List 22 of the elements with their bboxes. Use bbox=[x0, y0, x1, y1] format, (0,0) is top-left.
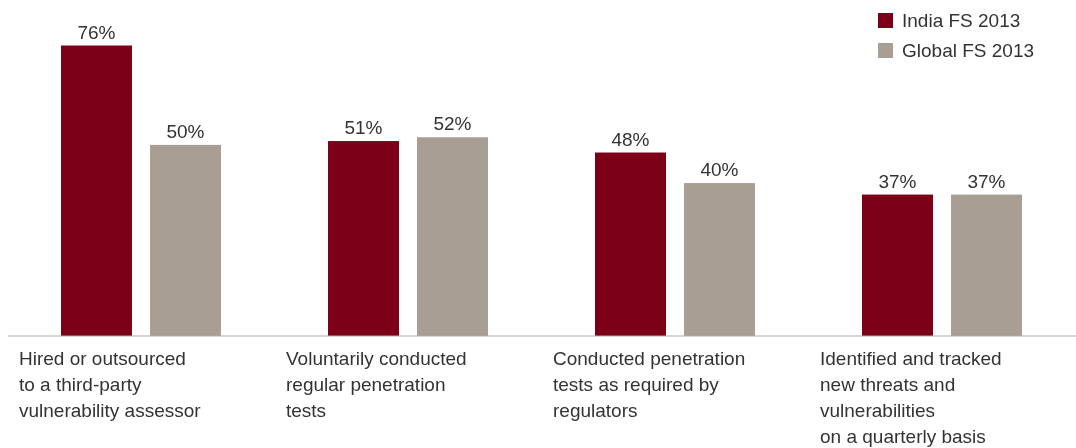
bar bbox=[595, 152, 666, 336]
bar bbox=[417, 137, 488, 336]
bar bbox=[951, 194, 1022, 336]
data-label: 50% bbox=[166, 120, 205, 142]
data-label: 37% bbox=[878, 170, 917, 192]
bar bbox=[328, 141, 399, 336]
bar bbox=[150, 144, 221, 336]
data-label: 48% bbox=[611, 128, 650, 150]
bar bbox=[684, 183, 755, 336]
data-label: 37% bbox=[967, 170, 1006, 192]
data-label: 40% bbox=[700, 159, 739, 181]
x-tick-label: Voluntarily conducted regular penetration tests bbox=[286, 348, 467, 421]
x-tick-label: Conducted penetration tests as required by regulators bbox=[553, 348, 746, 421]
data-label: 52% bbox=[433, 113, 472, 135]
data-label: 76% bbox=[77, 21, 116, 43]
x-tick-label: Hired or outsourced to a third-party vulnerability assessor bbox=[19, 348, 202, 421]
x-tick-label: Identified and tracked new threats and vulnerabilities on a quarterly basis bbox=[820, 348, 1002, 447]
legend-label: Global FS 2013 bbox=[902, 40, 1035, 61]
legend-label: India FS 2013 bbox=[902, 10, 1021, 31]
bar bbox=[862, 194, 933, 336]
bar bbox=[61, 45, 132, 336]
data-label: 51% bbox=[344, 117, 383, 139]
